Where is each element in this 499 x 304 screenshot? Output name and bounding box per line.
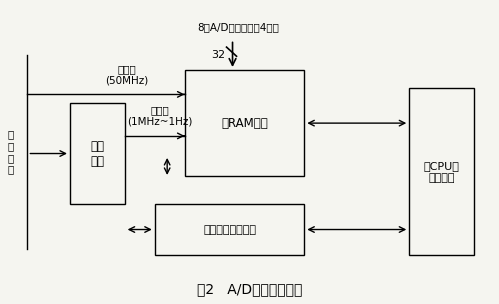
Text: 图2   A/D接口结构框图: 图2 A/D接口结构框图 [197, 282, 302, 296]
Bar [409, 88, 474, 255]
Text: 读时钟
(50MHz): 读时钟 (50MHz) [106, 64, 149, 85]
Text: 状态和控制寄存器: 状态和控制寄存器 [203, 225, 256, 234]
Text: 同CPU的
接口电路: 同CPU的 接口电路 [424, 161, 460, 183]
Bar [185, 70, 304, 176]
Text: 32: 32 [211, 50, 225, 60]
Bar [155, 204, 304, 255]
Text: 8位A/D输入（最多4个）: 8位A/D输入（最多4个） [198, 22, 279, 32]
Text: 双RAM缓冲: 双RAM缓冲 [221, 117, 268, 130]
Text: 分频
电路: 分频 电路 [90, 140, 104, 168]
Bar [70, 103, 125, 204]
Text: 写时钟
(1MHz~1Hz): 写时钟 (1MHz~1Hz) [127, 105, 193, 127]
Text: 时
钟
信
号: 时 钟 信 号 [8, 130, 14, 174]
